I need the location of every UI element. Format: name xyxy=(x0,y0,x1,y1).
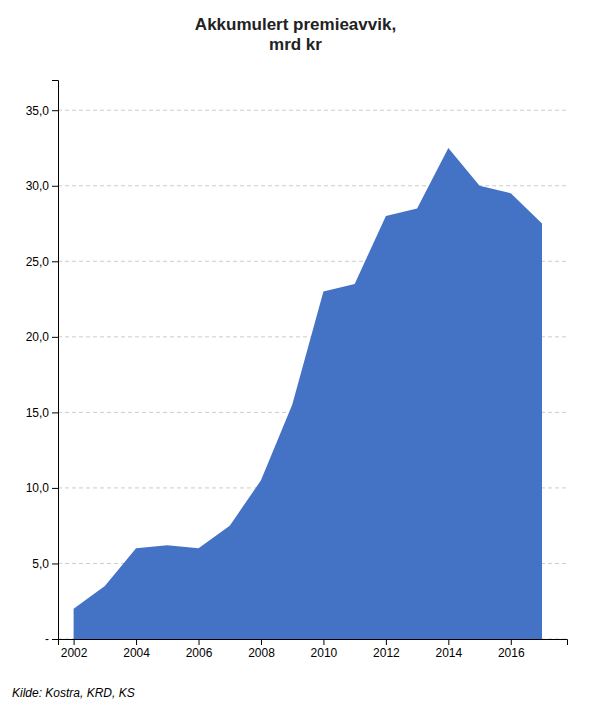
tick: 10,0 xyxy=(26,481,58,495)
tick-label: 25,0 xyxy=(26,255,50,269)
tick-mark xyxy=(52,412,58,413)
tick-label: 15,0 xyxy=(26,406,50,420)
tick-mark xyxy=(52,563,58,564)
tick-mark xyxy=(52,337,58,338)
tick-mark xyxy=(52,639,58,640)
tick: 30,0 xyxy=(26,179,58,193)
tick-label: 2002 xyxy=(61,646,88,660)
title-line: Akkumulert premieavvik, xyxy=(195,15,396,34)
tick-label: 2004 xyxy=(123,646,150,660)
plot: 2002 2004 2006 2008 2010 2012 2014 2016 - 5,0 10,0… xyxy=(26,81,568,660)
tick-mark xyxy=(52,186,58,187)
tick-mark xyxy=(199,639,200,645)
tick-mark xyxy=(261,639,262,645)
tick-mark xyxy=(52,110,58,111)
grid-line xyxy=(58,185,567,186)
tick: 2014 xyxy=(435,639,462,660)
grid-line xyxy=(58,110,567,111)
tick-mark xyxy=(323,639,324,645)
tick: 2010 xyxy=(311,639,338,660)
title-line: mrd kr xyxy=(269,35,322,54)
area xyxy=(74,148,542,639)
tick-label: 2016 xyxy=(498,646,525,660)
tick-label: 2010 xyxy=(311,646,338,660)
tick: 2008 xyxy=(248,639,275,660)
tick-label: 2012 xyxy=(373,646,400,660)
tick: 2016 xyxy=(498,639,525,660)
tick-mark xyxy=(52,261,58,262)
tick: 15,0 xyxy=(26,406,58,420)
marks xyxy=(74,148,542,639)
tick: 35,0 xyxy=(26,104,58,118)
tick: 20,0 xyxy=(26,330,58,344)
tick-mark xyxy=(52,488,58,489)
title: Akkumulert premieavvik,mrd kr xyxy=(195,15,396,54)
tick-label: 2008 xyxy=(248,646,275,660)
tick: 2006 xyxy=(186,639,213,660)
x-axis: 2002 2004 2006 2008 2010 2012 2014 2016 xyxy=(59,639,568,660)
tick-label: 5,0 xyxy=(32,557,49,571)
axis-line xyxy=(59,640,568,646)
tick: 2002 xyxy=(61,639,88,660)
tick-label: 30,0 xyxy=(26,179,50,193)
tick-label: - xyxy=(45,632,49,646)
source: Kilde: Kostra, KRD, KS xyxy=(12,686,135,700)
tick-label: 2006 xyxy=(186,646,213,660)
tick-mark xyxy=(74,639,75,645)
tick-mark xyxy=(511,639,512,645)
tick: 25,0 xyxy=(26,255,58,269)
tick-mark xyxy=(386,639,387,645)
tick-label: 20,0 xyxy=(26,330,50,344)
tick-mark xyxy=(448,639,449,645)
tick: 2012 xyxy=(373,639,400,660)
tick-label: 10,0 xyxy=(26,481,50,495)
tick: 2004 xyxy=(123,639,150,660)
chart: 2002 2004 2006 2008 2010 2012 2014 2016 - 5,0 10,0… xyxy=(0,0,591,709)
tick-label: 2014 xyxy=(435,646,462,660)
y-axis: - 5,0 10,0 15,0 20,0 25,0 30,0 35,0 xyxy=(26,81,59,647)
tick-mark xyxy=(136,639,137,645)
tick: - xyxy=(45,632,58,646)
tick-label: 35,0 xyxy=(26,104,50,118)
tick: 5,0 xyxy=(32,557,58,571)
grid xyxy=(58,110,567,639)
axis-line xyxy=(52,81,59,640)
